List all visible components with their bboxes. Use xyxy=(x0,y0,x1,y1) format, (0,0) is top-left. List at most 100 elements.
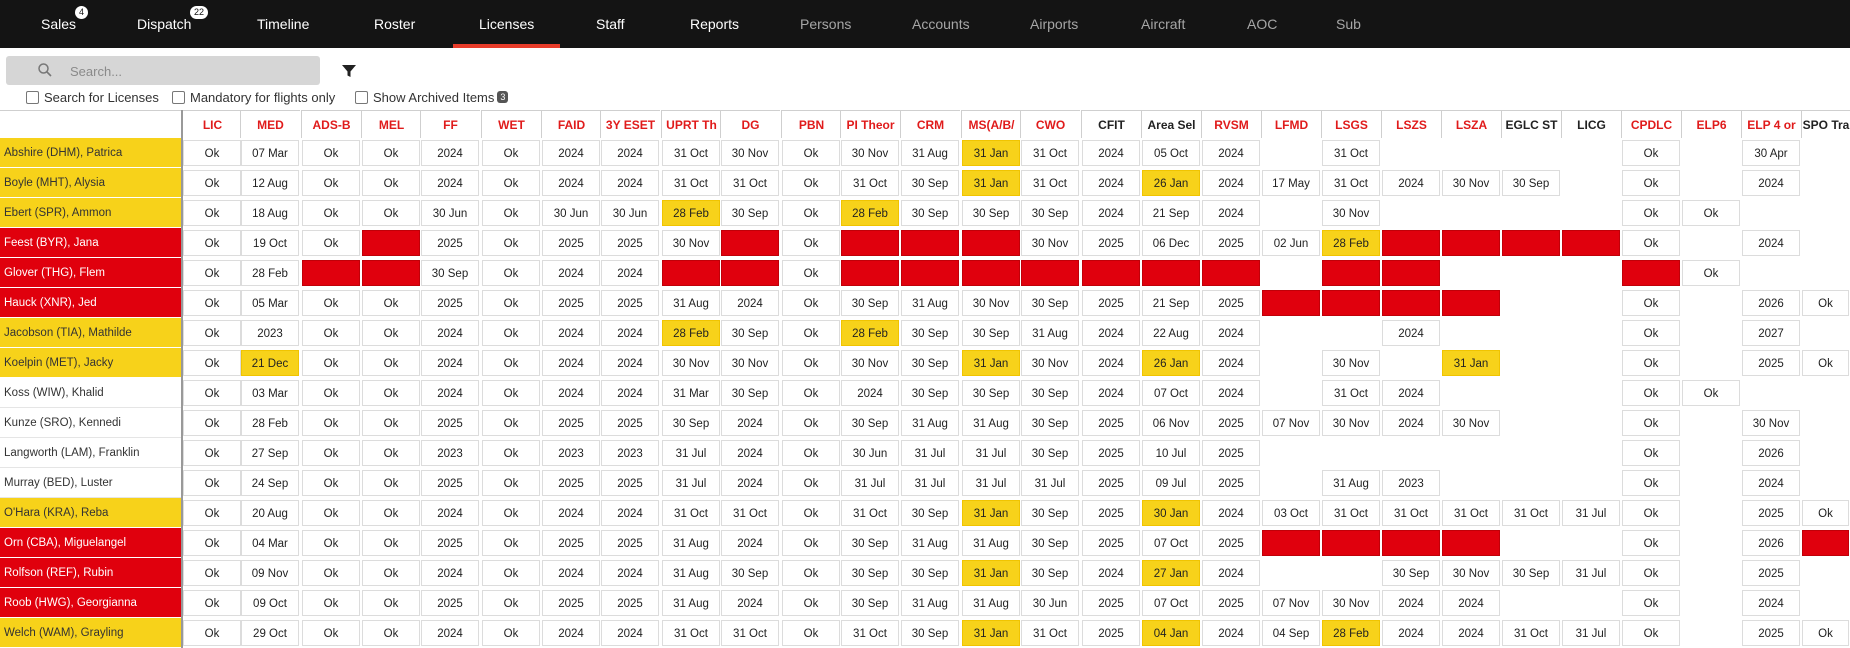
license-cell[interactable]: 21 Sep xyxy=(1142,290,1200,316)
license-cell[interactable]: 30 Sep xyxy=(901,560,959,586)
license-cell[interactable]: 2025 xyxy=(1202,230,1260,256)
column-header[interactable]: LSZS xyxy=(1381,110,1441,138)
license-cell[interactable]: 2024 xyxy=(1382,320,1440,346)
column-header[interactable]: ADS-B xyxy=(301,110,361,138)
license-cell[interactable]: Ok xyxy=(482,590,540,616)
license-cell[interactable]: 30 Sep xyxy=(421,260,479,286)
row-person-name[interactable]: Kunze (SRO), Kennedi xyxy=(0,408,181,438)
search-input[interactable] xyxy=(68,60,312,83)
nav-sales[interactable]: Sales xyxy=(41,16,77,32)
license-cell[interactable]: 31 Jan xyxy=(962,170,1020,196)
license-cell[interactable]: 2025 xyxy=(1202,530,1260,556)
license-cell[interactable]: 31 Oct xyxy=(1322,170,1380,196)
license-cell[interactable]: Ok xyxy=(362,350,420,376)
license-cell[interactable]: 2024 xyxy=(601,620,659,646)
license-cell[interactable]: 30 Sep xyxy=(721,200,779,226)
license-cell[interactable]: Ok xyxy=(1622,620,1680,646)
license-cell[interactable]: 2025 xyxy=(1082,530,1140,556)
license-cell[interactable]: 05 Oct xyxy=(1142,140,1200,166)
nav-aoc[interactable]: AOC xyxy=(1247,16,1278,32)
license-cell[interactable]: 2023 xyxy=(601,440,659,466)
license-cell[interactable]: Ok xyxy=(362,440,420,466)
license-cell[interactable]: 2024 xyxy=(1202,500,1260,526)
license-cell[interactable]: 2024 xyxy=(1742,230,1800,256)
license-cell[interactable]: 2024 xyxy=(601,320,659,346)
row-person-name[interactable]: Welch (WAM), Grayling xyxy=(0,618,181,648)
license-cell[interactable]: Ok xyxy=(183,200,241,226)
license-cell[interactable]: 2024 xyxy=(1382,590,1440,616)
license-cell[interactable]: Ok xyxy=(782,170,840,196)
license-cell[interactable]: 30 Nov xyxy=(1021,350,1079,376)
license-cell[interactable]: 2024 xyxy=(1082,170,1140,196)
license-cell[interactable]: 2024 xyxy=(542,380,600,406)
license-cell[interactable]: 2024 xyxy=(601,140,659,166)
column-header[interactable]: LIC xyxy=(182,110,242,138)
license-cell[interactable]: 2024 xyxy=(1082,380,1140,406)
license-cell[interactable]: 31 Oct xyxy=(662,140,720,166)
license-cell[interactable]: 2025 xyxy=(1742,500,1800,526)
license-cell[interactable]: 2025 xyxy=(421,410,479,436)
license-cell[interactable]: 31 Jul xyxy=(1021,470,1079,496)
license-cell[interactable]: Ok xyxy=(302,320,360,346)
license-cell[interactable]: 30 Jun xyxy=(421,200,479,226)
license-cell[interactable]: Ok xyxy=(362,410,420,436)
license-cell[interactable]: Ok xyxy=(482,500,540,526)
license-cell[interactable]: 2024 xyxy=(601,380,659,406)
checkbox-box[interactable] xyxy=(26,91,39,104)
column-header[interactable]: RVSM xyxy=(1201,110,1261,138)
license-cell[interactable]: Ok xyxy=(362,470,420,496)
license-cell[interactable]: 31 Jul xyxy=(901,470,959,496)
license-cell[interactable]: Ok xyxy=(1622,500,1680,526)
license-cell[interactable]: 31 Aug xyxy=(901,590,959,616)
license-cell[interactable]: 04 Sep xyxy=(1262,620,1320,646)
column-header[interactable]: MED xyxy=(240,110,300,138)
license-cell[interactable]: 31 Aug xyxy=(662,560,720,586)
license-cell[interactable]: 29 Oct xyxy=(241,620,299,646)
license-cell[interactable]: 2024 xyxy=(421,320,479,346)
license-cell[interactable] xyxy=(721,230,779,256)
license-cell[interactable]: 26 Jan xyxy=(1142,350,1200,376)
license-cell[interactable]: 2025 xyxy=(601,470,659,496)
license-cell[interactable]: 24 Sep xyxy=(241,470,299,496)
license-cell[interactable]: Ok xyxy=(183,500,241,526)
license-cell[interactable]: 31 Aug xyxy=(901,140,959,166)
license-cell[interactable]: 06 Nov xyxy=(1142,410,1200,436)
license-cell[interactable]: 21 Sep xyxy=(1142,200,1200,226)
license-cell[interactable] xyxy=(1442,530,1500,556)
license-cell[interactable]: 30 Nov xyxy=(1442,170,1500,196)
license-cell[interactable]: 30 Nov xyxy=(1742,410,1800,436)
license-cell[interactable]: 31 Oct xyxy=(1442,500,1500,526)
license-cell[interactable]: Ok xyxy=(362,500,420,526)
license-cell[interactable]: 2024 xyxy=(721,470,779,496)
license-cell[interactable]: 2026 xyxy=(1742,530,1800,556)
license-cell[interactable]: Ok xyxy=(482,530,540,556)
license-cell[interactable]: 2024 xyxy=(542,260,600,286)
license-cell[interactable]: 31 Aug xyxy=(662,290,720,316)
license-cell[interactable]: Ok xyxy=(1622,530,1680,556)
license-cell[interactable]: 31 Jul xyxy=(1562,500,1620,526)
license-cell[interactable]: Ok xyxy=(362,170,420,196)
license-cell[interactable]: 2025 xyxy=(542,230,600,256)
license-cell[interactable]: Ok xyxy=(183,170,241,196)
license-cell[interactable]: 2025 xyxy=(1202,470,1260,496)
nav-airports[interactable]: Airports xyxy=(1030,16,1079,32)
license-cell[interactable]: 2025 xyxy=(1202,590,1260,616)
license-cell[interactable]: 2025 xyxy=(421,470,479,496)
license-cell[interactable]: 31 Jul xyxy=(841,470,899,496)
license-cell[interactable]: 31 Aug xyxy=(962,410,1020,436)
license-cell[interactable] xyxy=(1382,260,1440,286)
license-cell[interactable]: 31 Oct xyxy=(721,500,779,526)
license-cell[interactable]: 2024 xyxy=(1202,560,1260,586)
license-cell[interactable]: 26 Jan xyxy=(1142,170,1200,196)
license-cell[interactable] xyxy=(1142,260,1200,286)
license-cell[interactable] xyxy=(1442,230,1500,256)
license-cell[interactable]: 28 Feb xyxy=(662,200,720,226)
license-cell[interactable]: 2024 xyxy=(1742,470,1800,496)
license-cell[interactable]: 30 Nov xyxy=(1322,410,1380,436)
license-cell[interactable]: 2024 xyxy=(1202,350,1260,376)
license-cell[interactable]: Ok xyxy=(1622,350,1680,376)
license-cell[interactable]: Ok xyxy=(1802,620,1849,646)
license-cell[interactable]: 2025 xyxy=(1082,410,1140,436)
license-cell[interactable]: 2024 xyxy=(542,500,600,526)
license-cell[interactable]: Ok xyxy=(1802,350,1849,376)
